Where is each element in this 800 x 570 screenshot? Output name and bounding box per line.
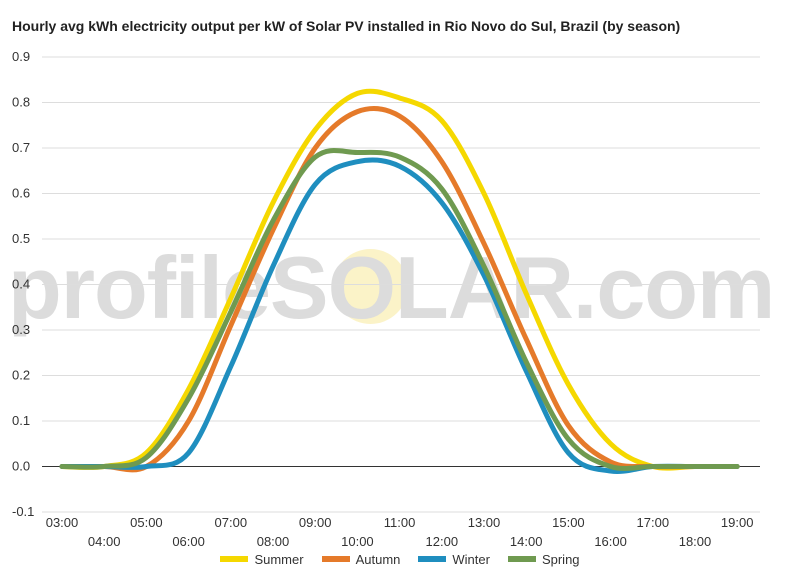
x-tick-label: 10:00 — [341, 534, 374, 549]
y-tick-label: 0.3 — [12, 322, 30, 337]
x-tick-label: 18:00 — [679, 534, 712, 549]
chart-title: Hourly avg kWh electricity output per kW… — [12, 18, 681, 34]
x-tick-label: 07:00 — [215, 515, 248, 530]
legend-item-spring: Spring — [507, 549, 580, 569]
legend-swatch — [507, 556, 536, 562]
series-line-winter — [59, 157, 740, 475]
x-tick-label: 16:00 — [594, 534, 627, 549]
legend-swatch — [220, 556, 249, 562]
legend-label: Autumn — [355, 551, 401, 567]
series-line-autumn — [59, 106, 740, 473]
legend-swatch — [418, 556, 447, 562]
y-tick-label: 0.2 — [12, 368, 30, 383]
y-tick-label: 0.7 — [12, 140, 30, 155]
legend-item-summer: Summer — [220, 549, 304, 569]
y-tick-label: 0.0 — [12, 459, 30, 474]
y-tick-label: 0.5 — [12, 231, 30, 246]
x-tick-label: 14:00 — [510, 534, 543, 549]
x-tick-label: 05:00 — [130, 515, 163, 530]
legend-swatch — [321, 556, 350, 562]
y-tick-label: 0.4 — [12, 277, 30, 292]
x-tick-label: 04:00 — [88, 534, 121, 549]
series-line-summer — [59, 88, 740, 471]
legend-item-winter: Winter — [418, 549, 490, 569]
y-tick-label: 0.9 — [12, 49, 30, 64]
legend-label: Winter — [452, 551, 490, 567]
chart-legend: Summer Autumn Winter Spring — [0, 549, 800, 569]
x-tick-label: 13:00 — [468, 515, 501, 530]
x-tick-label: 12:00 — [426, 534, 459, 549]
x-tick-label: 03:00 — [46, 515, 79, 530]
y-tick-label: 0.6 — [12, 186, 30, 201]
legend-label: Spring — [541, 551, 580, 567]
series-line-spring — [59, 148, 740, 471]
x-tick-label: 19:00 — [721, 515, 754, 530]
y-tick-label: 0.1 — [12, 413, 30, 428]
x-tick-label: 11:00 — [384, 515, 416, 530]
x-tick-label: 15:00 — [552, 515, 585, 530]
x-tick-label: 09:00 — [299, 515, 332, 530]
x-tick-label: 08:00 — [257, 534, 290, 549]
legend-item-autumn: Autumn — [321, 549, 401, 569]
legend-label: Summer — [254, 551, 304, 567]
y-tick-label: 0.8 — [12, 95, 30, 110]
x-tick-label: 06:00 — [172, 534, 205, 549]
y-tick-label: -0.1 — [12, 504, 34, 519]
x-tick-label: 17:00 — [637, 515, 670, 530]
